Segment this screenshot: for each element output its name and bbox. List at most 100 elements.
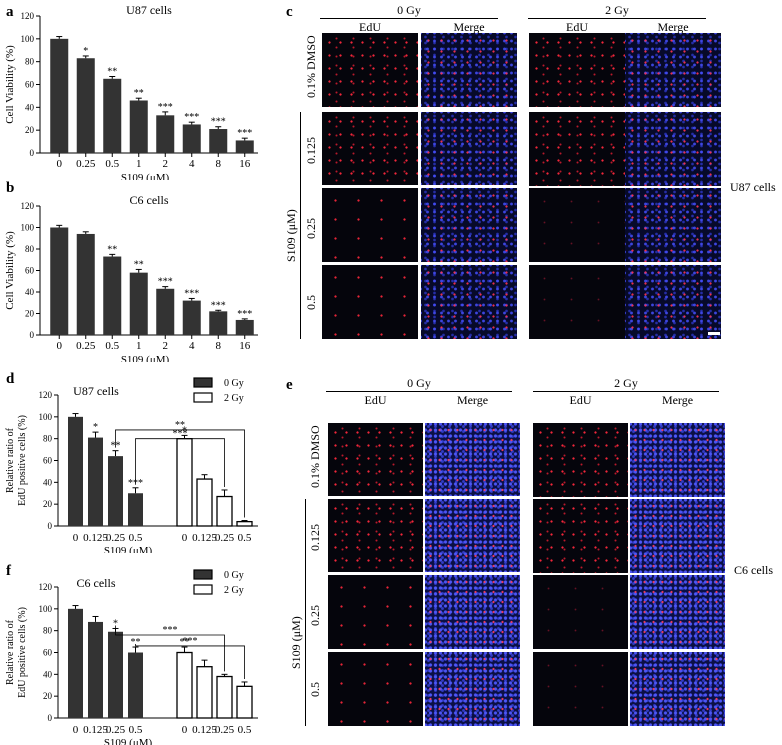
y-axis-label: Cell Viability (%) [4, 231, 16, 310]
y-tick-label: 20 [43, 499, 53, 509]
significance-mark: *** [158, 277, 173, 288]
bar [68, 416, 83, 526]
bar [128, 652, 143, 718]
bar [128, 493, 143, 526]
group-bracket-line [300, 112, 301, 339]
merge-image [425, 652, 520, 726]
x-tick-label: 0.5 [238, 724, 252, 736]
bar [156, 288, 175, 335]
y-tick-label: 80 [43, 434, 53, 444]
x-tick-label: 0.25 [76, 340, 96, 352]
x-tick-label: 16 [239, 340, 251, 352]
chart-b-c6-viability: 0 20 40 60 80 100 120 0 0.25 0.5 ** 1 ** 2 *** 4 *** 8 ***… [4, 193, 258, 362]
y-tick-label: 100 [39, 412, 53, 422]
bar [182, 124, 201, 153]
cell-line-label: U87 cells [730, 180, 776, 194]
x-tick-label: 0 [73, 532, 79, 544]
column-label: Merge [657, 20, 689, 34]
edu-image [533, 499, 628, 573]
significance-mark: *** [211, 300, 226, 311]
scale-bar [708, 727, 720, 730]
dose-underline [528, 18, 706, 19]
edu-image [533, 652, 628, 726]
edu-image [328, 575, 423, 649]
x-tick-label: 0.5 [105, 340, 119, 352]
significance-mark: ** [131, 637, 141, 648]
column-label: EdU [569, 393, 592, 407]
x-tick-label: 0.125 [192, 724, 217, 736]
y-tick-label: 40 [25, 287, 35, 297]
x-tick-label: 0.25 [215, 532, 235, 544]
bar [235, 319, 254, 335]
edu-image [328, 652, 423, 726]
column-label: Merge [453, 20, 485, 34]
group-label: S109 (μM) [284, 209, 298, 262]
significance-bracket [115, 429, 245, 518]
row-divider [328, 496, 520, 498]
row-label: 0.5 [304, 295, 318, 310]
legend-swatch [193, 377, 213, 388]
merge-image [625, 33, 721, 107]
x-tick-label: 0 [182, 724, 188, 736]
chart-title: U87 cells [73, 384, 119, 398]
significance-bracket [115, 625, 225, 672]
y-tick-label: 20 [25, 309, 35, 319]
panel-letter-f: f [6, 563, 11, 579]
significance-bracket [135, 438, 225, 487]
bar [129, 100, 148, 153]
y-tick-label: 120 [21, 11, 35, 21]
bar [235, 140, 254, 153]
x-tick-label: 1 [136, 158, 142, 170]
bar [196, 478, 213, 527]
y-tick-label: 40 [43, 477, 53, 487]
row-label: 0.25 [304, 218, 318, 239]
bracket-label: ** [175, 420, 185, 431]
row-label: 0.25 [308, 605, 322, 626]
merge-image [421, 33, 517, 107]
merge-image [421, 112, 517, 186]
chart-a-u87-viability: 0 20 40 60 80 100 120 0 0.25 * 0.5 ** 1 ** 2 *** 4 *** 8 **… [4, 3, 258, 180]
x-tick-label: 0.5 [105, 158, 119, 170]
bar [236, 685, 253, 719]
y-axis-label: Cell Viability (%) [4, 45, 16, 124]
edu-image [322, 33, 418, 107]
bar [209, 311, 228, 335]
x-tick-label: 0.25 [215, 724, 235, 736]
edu-image [328, 423, 423, 497]
y-tick-label: 100 [39, 604, 53, 614]
bar [196, 666, 213, 719]
significance-mark: * [83, 46, 88, 57]
y-tick-label: 120 [39, 390, 53, 400]
x-tick-label: 0 [182, 532, 188, 544]
edu-image [529, 33, 625, 107]
edu-image [322, 112, 418, 186]
row-label: 0.5 [308, 682, 322, 697]
bar [182, 300, 201, 335]
y-tick-label: 60 [25, 80, 35, 90]
micrograph-panel-e: 0 Gy 2 Gy EdU Merge EdU Merge 0.1% DMSO 0.125 0.… [289, 373, 782, 745]
y-tick-label: 80 [25, 57, 35, 67]
row-divider [328, 572, 520, 574]
legend-label: 0 Gy [224, 378, 244, 389]
x-tick-label: 0.25 [106, 532, 126, 544]
legend-label: 2 Gy [224, 393, 244, 404]
scale-bar [708, 332, 720, 335]
row-label: 0.1% DMSO [308, 425, 322, 488]
significance-mark: ** [134, 88, 144, 99]
row-divider [322, 109, 517, 111]
significance-mark: * [93, 422, 98, 433]
y-tick-label: 100 [21, 223, 35, 233]
significance-mark: *** [184, 288, 199, 299]
edu-image [322, 265, 418, 339]
x-axis-label: S109 (μM) [104, 545, 153, 553]
x-tick-label: 1 [136, 340, 142, 352]
y-tick-label: 0 [30, 330, 35, 340]
row-divider [322, 262, 517, 264]
legend-swatch [193, 392, 213, 403]
y-axis-label: EdU positive cells (%) [17, 607, 28, 698]
row-divider [322, 185, 517, 187]
micrograph-panel-c: 0 Gy 2 Gy EdU Merge EdU Merge 0.1% DMSO 0.125 0.… [284, 0, 782, 345]
x-tick-label: 2 [163, 340, 169, 352]
x-tick-label: 8 [216, 158, 222, 170]
x-tick-label: 0.5 [238, 532, 252, 544]
